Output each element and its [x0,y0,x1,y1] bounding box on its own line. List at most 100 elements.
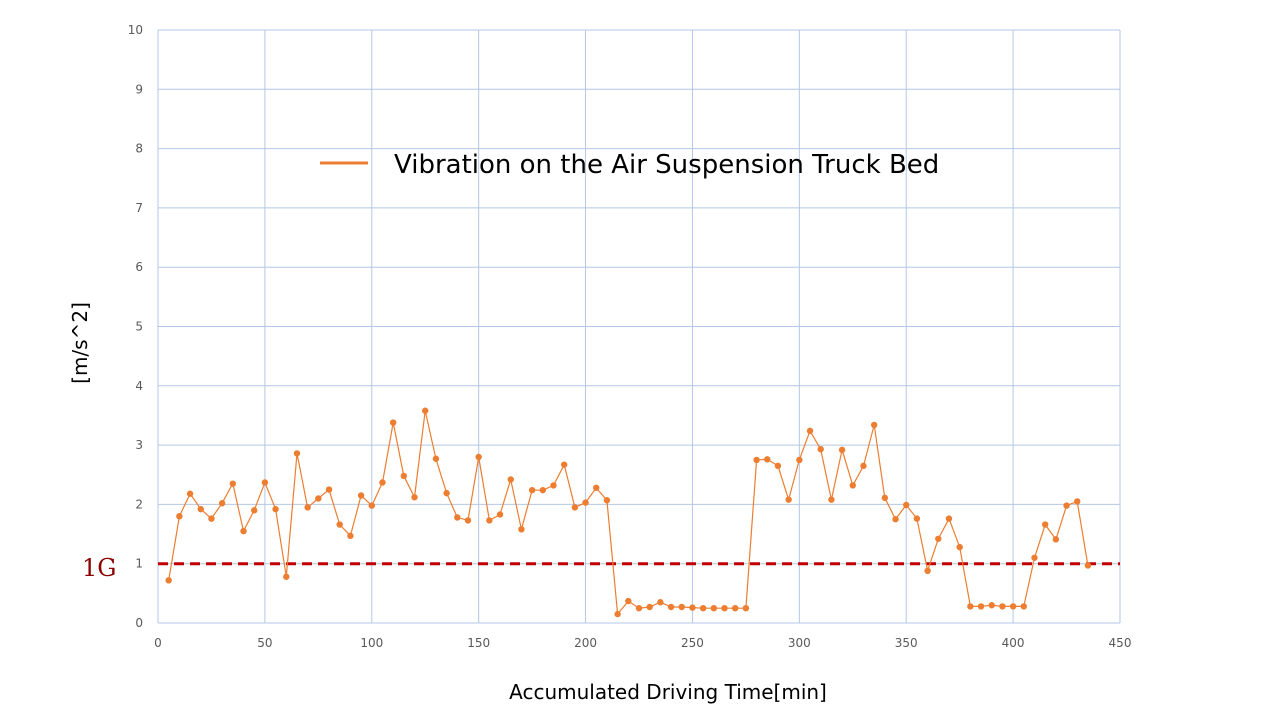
data-point [165,577,172,584]
data-point [614,610,621,618]
y-tick-label: 5 [135,320,143,334]
data-point [582,499,589,506]
y-tick-label: 8 [135,142,143,156]
data-point [1020,603,1027,610]
data-point [539,486,546,494]
data-point [646,603,653,611]
data-point [229,480,237,487]
legend: Vibration on the Air Suspension Truck Be… [320,150,939,180]
reference-line-label: 1G [82,554,116,582]
data-point [422,407,429,414]
y-tick-label: 2 [135,497,143,511]
data-point [732,604,739,612]
x-tick-label: 300 [788,636,811,650]
data-point [678,603,685,611]
data-point [988,602,995,609]
data-point [432,455,440,462]
data-point [945,515,953,522]
data-point [357,492,365,499]
data-point [635,604,643,612]
data-point [1009,603,1017,610]
data-point [892,516,899,523]
data-point [197,505,204,513]
data-point [304,504,311,511]
data-point [550,482,557,489]
data-point [689,604,696,611]
y-tick-label: 4 [135,379,143,393]
data-point [293,450,301,457]
data-point [325,486,333,493]
data-point [261,479,269,486]
y-tick-label: 0 [135,616,143,630]
data-point [625,597,632,605]
series-line [168,410,1089,616]
x-tick-label: 250 [681,636,704,650]
data-point [571,504,579,511]
data-point [785,496,792,503]
data-point [475,453,482,461]
data-point [251,507,258,514]
data-point [1084,562,1092,569]
data-point [977,603,985,610]
data-point [935,535,942,542]
y-tick-label: 6 [135,260,143,274]
data-point [368,502,375,509]
data-point [1041,521,1049,528]
data-point [838,446,846,454]
data-point [603,497,611,504]
data-point [699,604,707,612]
data-point [796,456,803,464]
x-tick-label: 150 [467,636,490,650]
data-point [218,500,226,507]
data-point [657,599,664,606]
y-tick-label: 1 [135,557,143,571]
data-point [454,514,461,521]
data-point [560,461,568,468]
data-point [1074,498,1081,505]
data-point [881,494,889,502]
y-tick-label: 3 [135,438,143,452]
x-tick-label: 0 [154,636,162,650]
data-point [496,511,504,518]
data-point [774,462,782,470]
x-axis-title: Accumulated Driving Time[min] [509,680,827,704]
grid [157,29,1121,624]
data-point [347,532,354,540]
data-point [870,421,878,429]
data-point [315,495,322,502]
x-tick-label: 100 [360,636,383,650]
data-point [593,484,600,491]
x-tick-label: 200 [574,636,597,650]
data-point [186,490,194,497]
x-tick-label: 400 [1002,636,1025,650]
data-point [507,476,514,483]
y-tick-label: 7 [135,201,143,215]
data-point [176,513,183,520]
data-point [956,543,963,551]
y-tick-label: 9 [135,82,143,96]
data-point [817,446,824,453]
data-point [283,573,290,580]
data-point [528,486,536,494]
data-point [913,515,921,522]
data-point [806,427,814,435]
data-point [849,482,856,489]
data-point [721,604,728,612]
x-tick-label: 50 [257,636,272,650]
data-point [903,501,910,509]
data-point [742,604,750,612]
data-point [1052,536,1060,543]
data-point [272,505,279,513]
data-point [208,515,215,522]
data-point [924,567,931,575]
data-point [336,521,343,528]
y-tick-label: 10 [128,23,143,37]
data-point [828,496,835,503]
data-point [1063,502,1070,509]
x-tick-label: 450 [1109,636,1132,650]
data-point [999,603,1006,610]
data-point [400,472,408,480]
y-axis-title: [m/s^2] [68,302,92,384]
